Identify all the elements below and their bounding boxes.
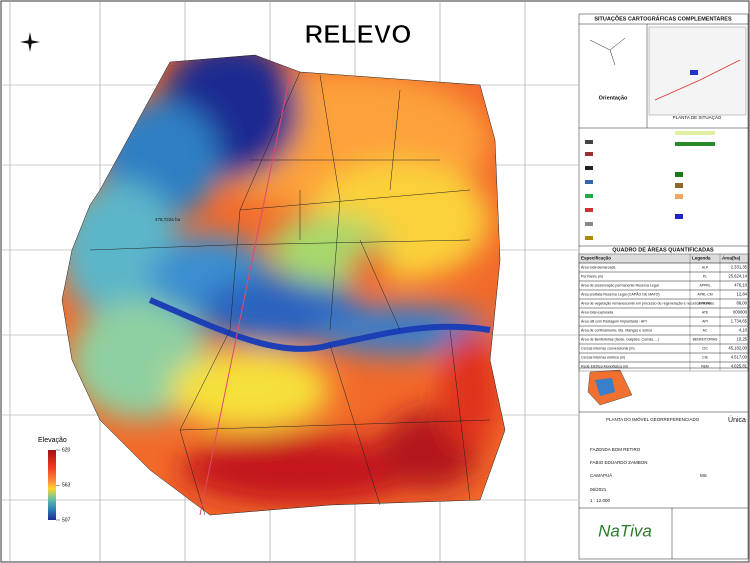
table-cell: 10,25 (737, 337, 748, 342)
table-cell: 45.182,00 (728, 346, 747, 351)
table-cell: 4.025,81 (731, 364, 748, 369)
table-row (578, 271, 749, 282)
table-cell: 000000 (733, 310, 748, 315)
table-cell: 86,00 (737, 301, 748, 306)
table-cell: Área de confinamento, Sts. Mangas e outr… (581, 328, 652, 332)
area-label: 478,7224 ha (155, 217, 181, 222)
field-boundaries (89, 71, 491, 516)
sheet: Única (728, 415, 746, 424)
table-cell: Área de Benfeitorias (Sede, Galpões, Cur… (581, 337, 659, 341)
table-title: QUADRO DE ÁREAS QUANTIFICADAS (612, 246, 714, 253)
table-cell: REM (701, 364, 709, 368)
table-cell: AC (703, 328, 708, 332)
table-cell: 1.734,65 (731, 319, 748, 324)
table-cell: AVR-RH (699, 301, 712, 305)
table-cell: Cercas internas convencional (m) (581, 346, 635, 350)
table-cell: ATE (702, 310, 709, 314)
table-cell: Área total demarcada (581, 265, 615, 269)
table-cell: Área total explorada (581, 310, 613, 314)
table-cell: APRL-CM (697, 292, 712, 296)
table-cell: 12,84 (737, 292, 748, 297)
panel-header: SITUAÇÕES CARTOGRÁFICAS COMPLEMENTARES (594, 15, 732, 22)
area-table: Especificação Legenda Área(ha) Área total d… (578, 253, 749, 372)
table-cell: 4.517,00 (731, 355, 748, 360)
owner: FABIO EDUARDO ZAMBON (590, 460, 648, 465)
property-name: FAZENDA BOM RETIRO (590, 447, 641, 452)
table-cell: 476,10 (734, 283, 747, 288)
table-cell: Perímetro (m) (581, 274, 603, 278)
table-cell: Cercas internas elétrica (m) (581, 355, 625, 359)
scale: 1 : 12.000 (590, 498, 611, 503)
legend-title: Elevação (38, 437, 67, 444)
table-header: Especificação (581, 256, 611, 261)
table-cell: Rede Elétrica Monofásica (m) (581, 364, 628, 368)
table-cell: 25.624,14 (728, 274, 747, 279)
state: MS (700, 473, 707, 478)
table-header: Área(ha) (722, 255, 741, 261)
situation-plan-label: PLANTA DE SITUAÇÃO (673, 114, 722, 120)
table-cell: BENFEITORIAS (693, 337, 719, 341)
table-cell: ALP (702, 265, 709, 269)
table-cell: Área de vegetação remanescente em proces… (581, 301, 714, 305)
table-cell: APPRL (699, 283, 710, 287)
side-panel (578, 13, 749, 560)
legend-bar (48, 450, 56, 520)
drawing-title: PLANTA DO IMÓVEL GEORREFERENCIADO (606, 416, 700, 422)
table-row (578, 361, 749, 372)
table-cell: Área útil com Pastagem Implantada - API (581, 319, 647, 323)
date: 06/2021 (590, 487, 607, 492)
legend-tick-label: 507 (62, 517, 71, 523)
table-cell: CIE (702, 355, 708, 359)
table-cell: 2.331,35 (731, 265, 748, 270)
legend-tick-label: 620 (62, 447, 71, 453)
table-cell: CIC (702, 346, 708, 350)
municipality: CAMAPUÃ (590, 472, 612, 478)
logo: NaTiva (598, 521, 652, 540)
table-header: Legenda (692, 256, 711, 261)
legend-tick-label: 563 (62, 483, 71, 489)
relief (62, 55, 505, 515)
table-cell: PL (703, 274, 707, 278)
map-title: RELEVO (305, 19, 412, 49)
road (199, 74, 291, 516)
table-cell: 4,10 (739, 328, 748, 333)
orientation-label: Orientação (599, 95, 628, 101)
table-cell: Área de preservação permanente Reserva L… (581, 283, 659, 287)
table-cell: Área proibida Reserva Legal (CAPÃO DE MA… (581, 291, 660, 296)
north-arrow (20, 32, 40, 52)
table-cell: API (702, 319, 708, 323)
